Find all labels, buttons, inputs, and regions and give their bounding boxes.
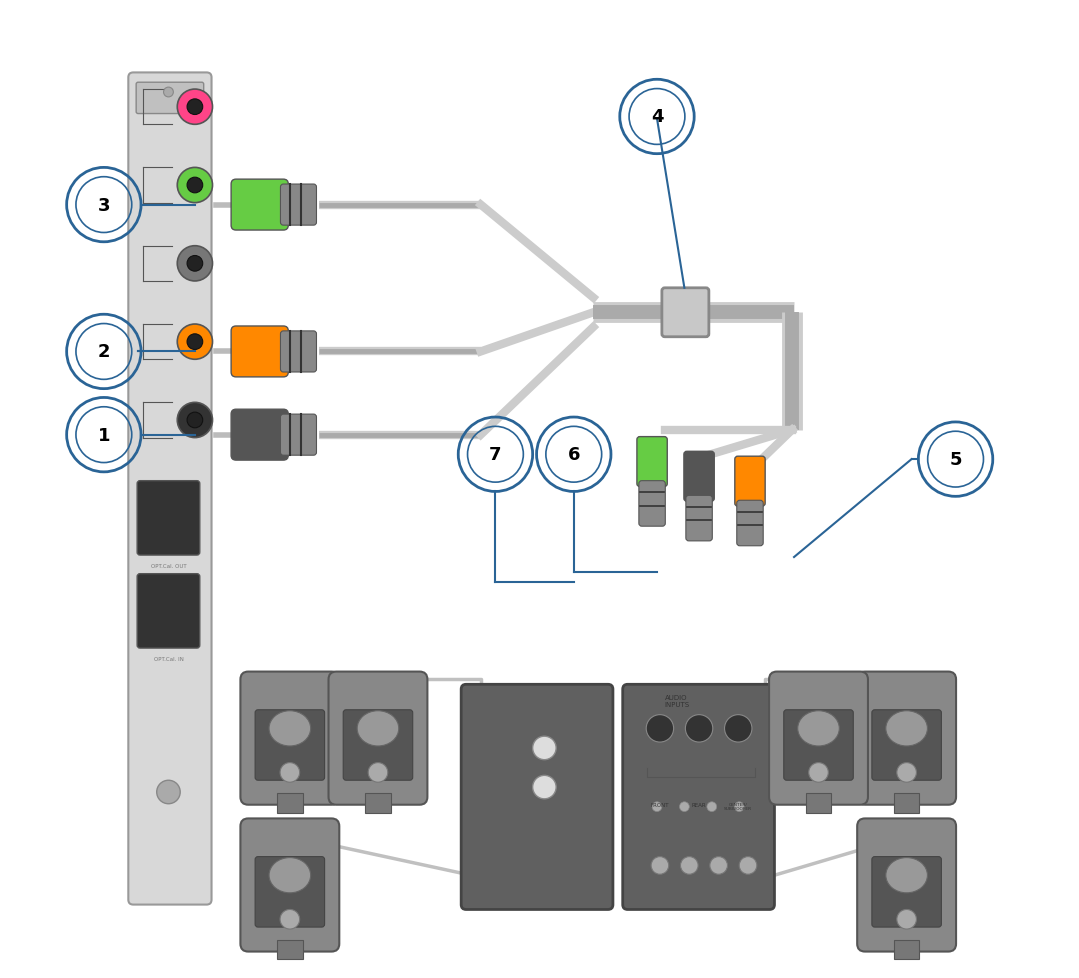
Text: 1: 1 [97, 426, 110, 444]
Circle shape [187, 334, 203, 350]
Circle shape [368, 763, 387, 782]
FancyBboxPatch shape [637, 437, 667, 487]
Circle shape [710, 857, 727, 874]
FancyBboxPatch shape [128, 73, 211, 905]
Ellipse shape [797, 711, 839, 746]
Circle shape [177, 168, 213, 203]
FancyBboxPatch shape [255, 857, 325, 927]
Circle shape [187, 178, 203, 194]
FancyBboxPatch shape [893, 940, 919, 959]
FancyBboxPatch shape [661, 289, 709, 337]
Text: CENTER/
SUBWOOFER: CENTER/ SUBWOOFER [724, 802, 752, 811]
Circle shape [897, 910, 916, 929]
Circle shape [164, 88, 174, 98]
FancyBboxPatch shape [281, 332, 316, 373]
FancyBboxPatch shape [735, 457, 765, 507]
FancyBboxPatch shape [806, 793, 831, 813]
Ellipse shape [886, 858, 928, 893]
FancyBboxPatch shape [783, 710, 853, 780]
Circle shape [177, 325, 213, 360]
Circle shape [809, 763, 829, 782]
Text: OPT.Cal. IN: OPT.Cal. IN [153, 656, 183, 661]
Circle shape [533, 736, 556, 760]
Text: 2: 2 [97, 343, 110, 361]
Circle shape [735, 802, 745, 812]
Circle shape [724, 715, 752, 742]
FancyBboxPatch shape [893, 793, 919, 813]
FancyBboxPatch shape [277, 940, 302, 959]
Circle shape [707, 802, 716, 812]
Circle shape [652, 802, 661, 812]
FancyBboxPatch shape [231, 180, 288, 231]
FancyBboxPatch shape [328, 672, 427, 805]
Circle shape [177, 403, 213, 438]
FancyBboxPatch shape [872, 857, 941, 927]
Text: REAR: REAR [692, 802, 707, 807]
FancyBboxPatch shape [769, 672, 868, 805]
Circle shape [681, 857, 698, 874]
Text: 7: 7 [489, 446, 502, 464]
FancyBboxPatch shape [872, 710, 941, 780]
Circle shape [177, 90, 213, 125]
Text: 3: 3 [97, 197, 110, 214]
FancyBboxPatch shape [281, 185, 316, 226]
Circle shape [281, 910, 300, 929]
Ellipse shape [886, 711, 928, 746]
Circle shape [187, 256, 203, 272]
FancyBboxPatch shape [241, 672, 339, 805]
FancyBboxPatch shape [231, 410, 288, 461]
FancyBboxPatch shape [684, 452, 714, 502]
FancyBboxPatch shape [857, 819, 956, 952]
Text: FRONT: FRONT [651, 802, 669, 807]
Circle shape [177, 246, 213, 282]
Text: 5: 5 [950, 451, 961, 468]
Circle shape [739, 857, 756, 874]
Ellipse shape [269, 711, 311, 746]
Circle shape [646, 715, 673, 742]
Circle shape [187, 100, 203, 115]
FancyBboxPatch shape [231, 327, 288, 378]
FancyBboxPatch shape [281, 415, 316, 456]
Circle shape [281, 763, 300, 782]
Text: OPT.Cal. OUT: OPT.Cal. OUT [151, 563, 187, 568]
Circle shape [897, 763, 916, 782]
FancyBboxPatch shape [241, 819, 339, 952]
FancyBboxPatch shape [639, 481, 666, 526]
FancyBboxPatch shape [136, 83, 204, 114]
FancyBboxPatch shape [277, 793, 302, 813]
Circle shape [680, 802, 689, 812]
FancyBboxPatch shape [343, 710, 413, 780]
Circle shape [685, 715, 713, 742]
FancyBboxPatch shape [137, 574, 200, 648]
FancyBboxPatch shape [857, 672, 956, 805]
FancyBboxPatch shape [365, 793, 391, 813]
Text: AUDIO
INPUTS: AUDIO INPUTS [664, 694, 689, 707]
Circle shape [651, 857, 669, 874]
Circle shape [156, 780, 180, 804]
FancyBboxPatch shape [623, 685, 775, 910]
FancyBboxPatch shape [137, 481, 200, 556]
FancyBboxPatch shape [737, 501, 763, 546]
FancyBboxPatch shape [461, 685, 613, 910]
Circle shape [533, 776, 556, 799]
Text: 4: 4 [651, 109, 664, 126]
Ellipse shape [357, 711, 399, 746]
FancyBboxPatch shape [686, 496, 712, 542]
Ellipse shape [269, 858, 311, 893]
FancyBboxPatch shape [255, 710, 325, 780]
Circle shape [187, 413, 203, 428]
Text: 6: 6 [568, 446, 581, 464]
